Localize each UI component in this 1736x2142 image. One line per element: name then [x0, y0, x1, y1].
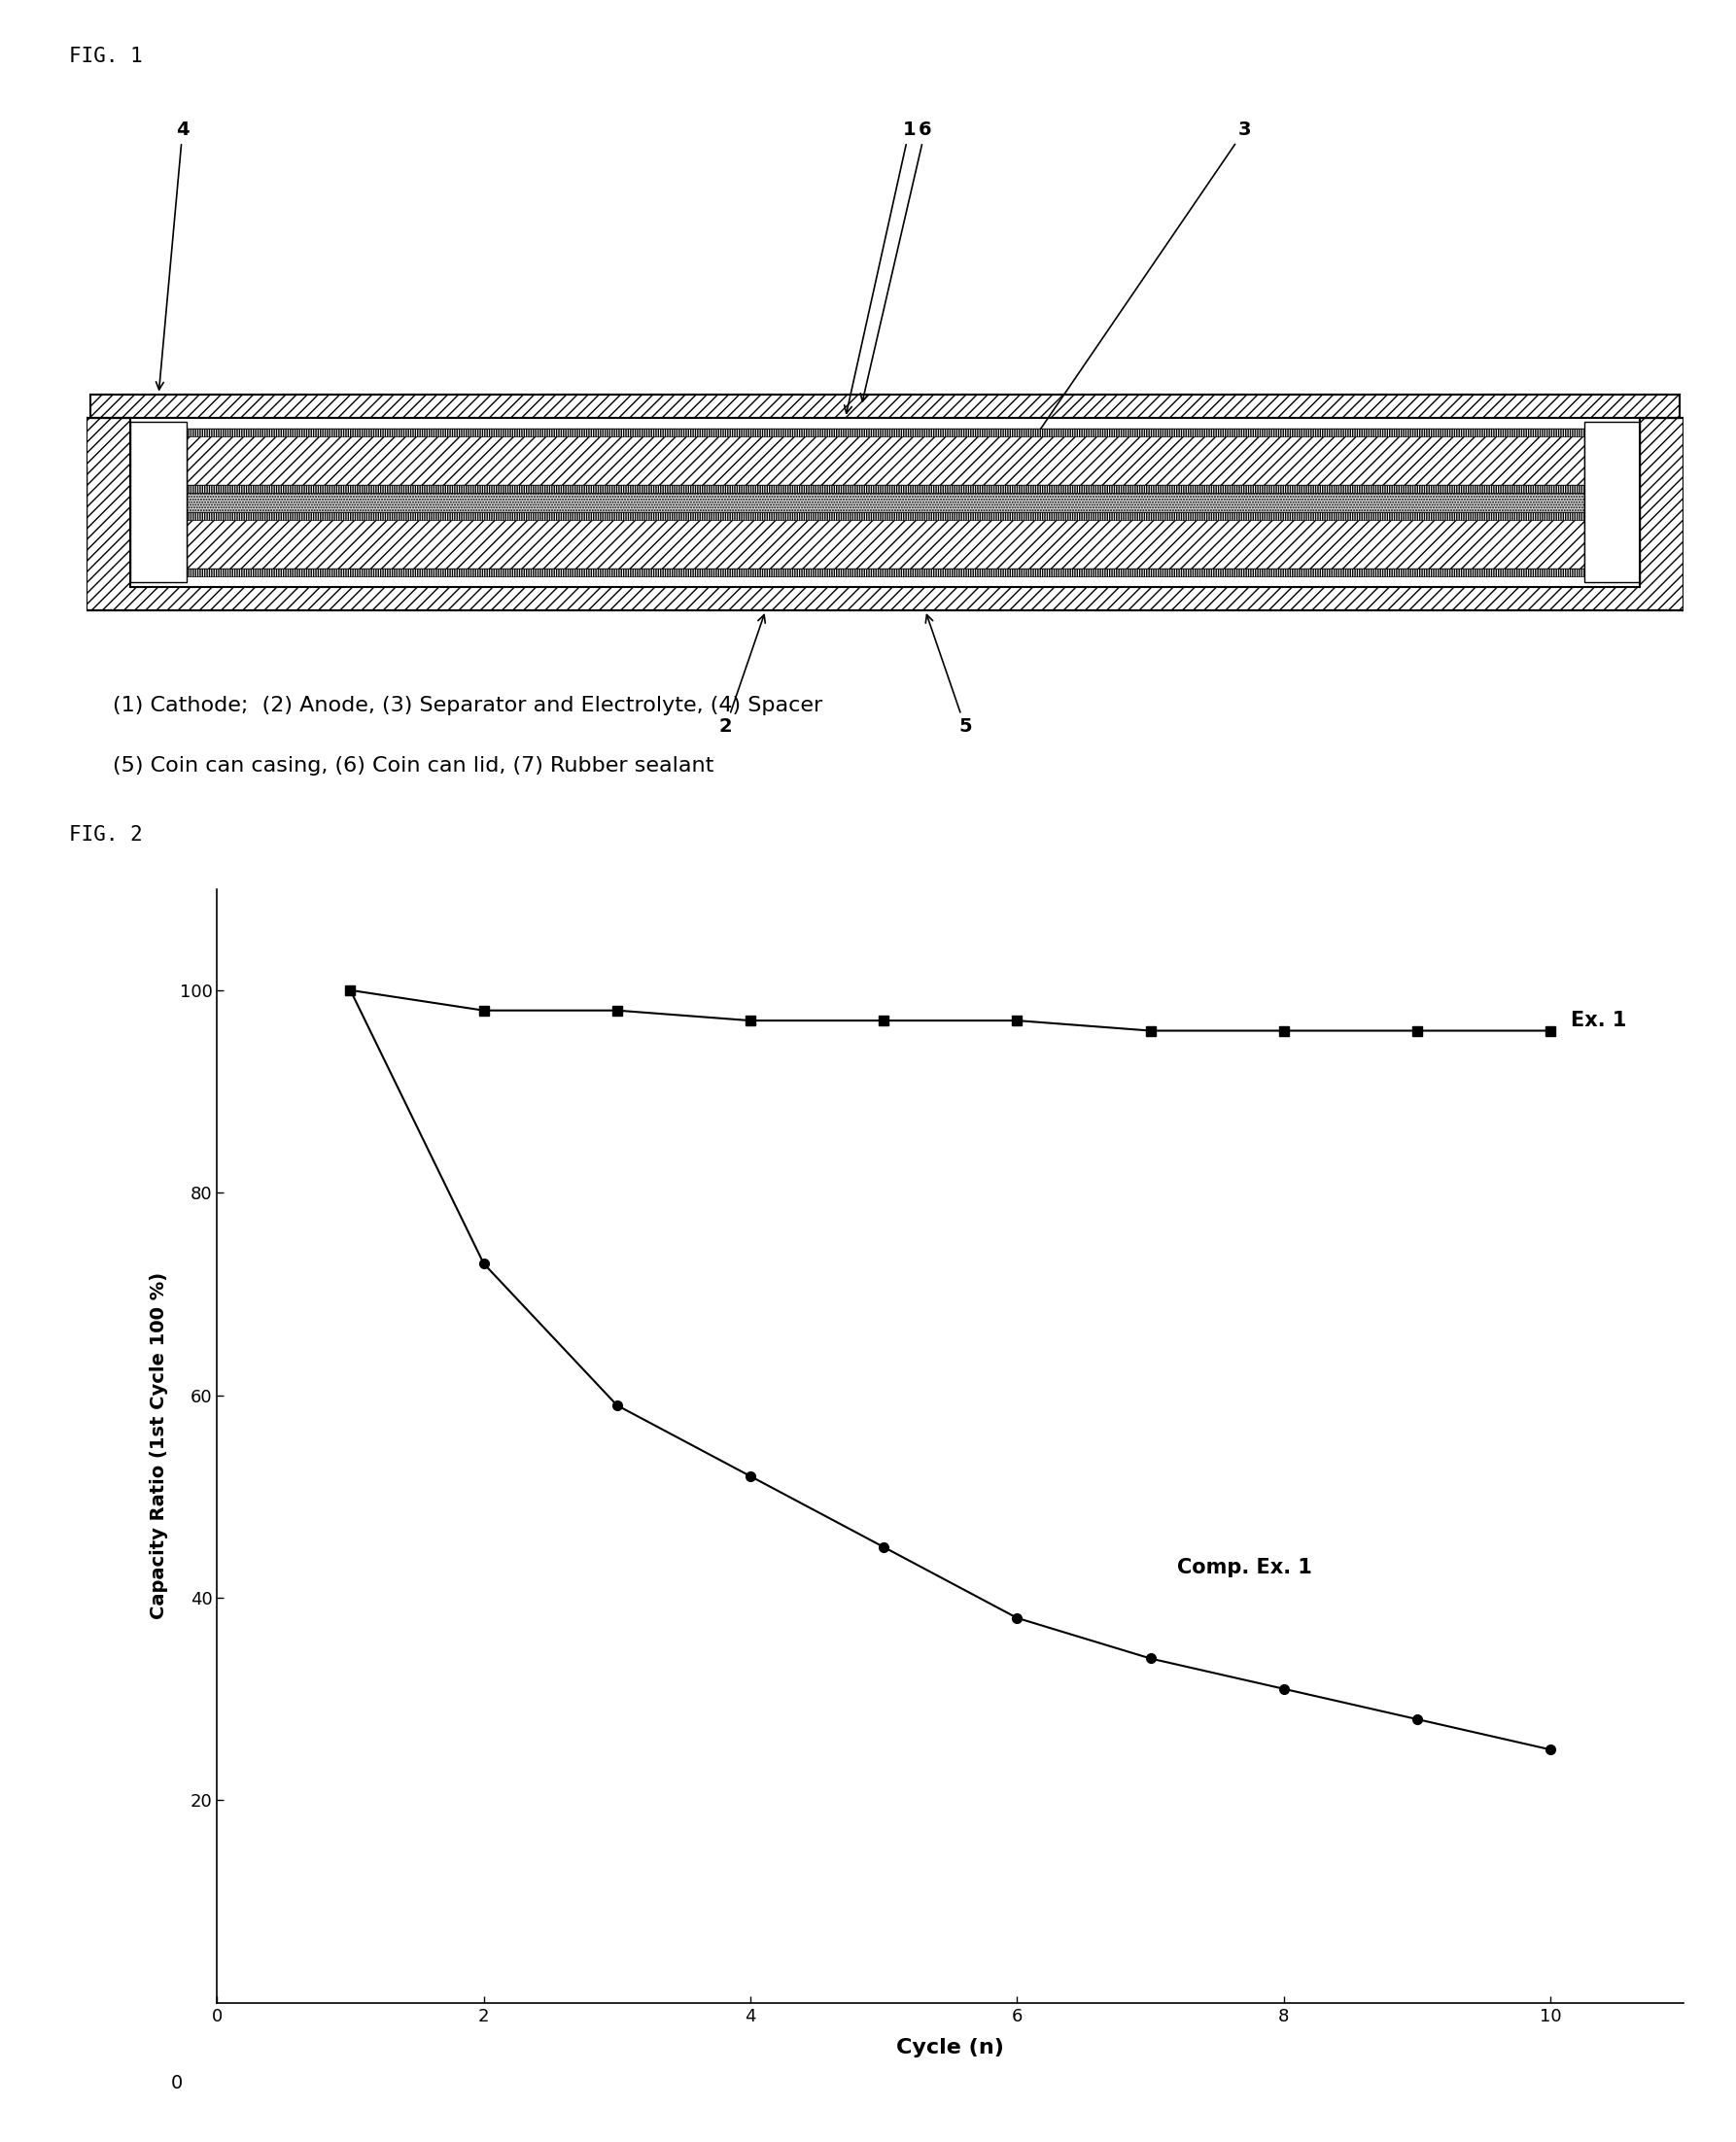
- Bar: [187, 493, 1583, 512]
- Text: Comp. Ex. 1: Comp. Ex. 1: [1177, 1557, 1312, 1577]
- Bar: [90, 394, 1680, 418]
- Bar: [87, 418, 1684, 610]
- Text: FIG. 1: FIG. 1: [69, 47, 142, 66]
- Text: (1) Cathode;  (2) Anode, (3) Separator and Electrolyte, (4) Spacer: (1) Cathode; (2) Anode, (3) Separator an…: [113, 696, 823, 715]
- Y-axis label: Capacity Ratio (1st Cycle 100 %): Capacity Ratio (1st Cycle 100 %): [149, 1272, 168, 1619]
- Bar: [187, 428, 1583, 437]
- Text: 5: 5: [925, 615, 972, 737]
- Bar: [187, 512, 1583, 568]
- Bar: [187, 568, 1583, 576]
- Bar: [1585, 422, 1641, 583]
- Bar: [35, 467, 87, 561]
- Bar: [187, 484, 1583, 493]
- X-axis label: Cycle (n): Cycle (n): [896, 2039, 1005, 2058]
- Text: 1: 1: [844, 120, 917, 413]
- Bar: [187, 428, 1583, 484]
- Text: 2: 2: [719, 615, 766, 737]
- Text: 3: 3: [1007, 120, 1252, 478]
- Bar: [1684, 467, 1736, 561]
- Text: (5) Coin can casing, (6) Coin can lid, (7) Rubber sealant: (5) Coin can casing, (6) Coin can lid, (…: [113, 756, 713, 775]
- Text: FIG. 2: FIG. 2: [69, 825, 142, 844]
- Bar: [130, 422, 187, 583]
- Bar: [187, 512, 1583, 521]
- Text: Ex. 1: Ex. 1: [1571, 1011, 1627, 1030]
- Text: 0: 0: [172, 2073, 182, 2093]
- Text: 4: 4: [156, 120, 189, 390]
- Bar: [130, 418, 1641, 587]
- Text: 6: 6: [861, 120, 932, 401]
